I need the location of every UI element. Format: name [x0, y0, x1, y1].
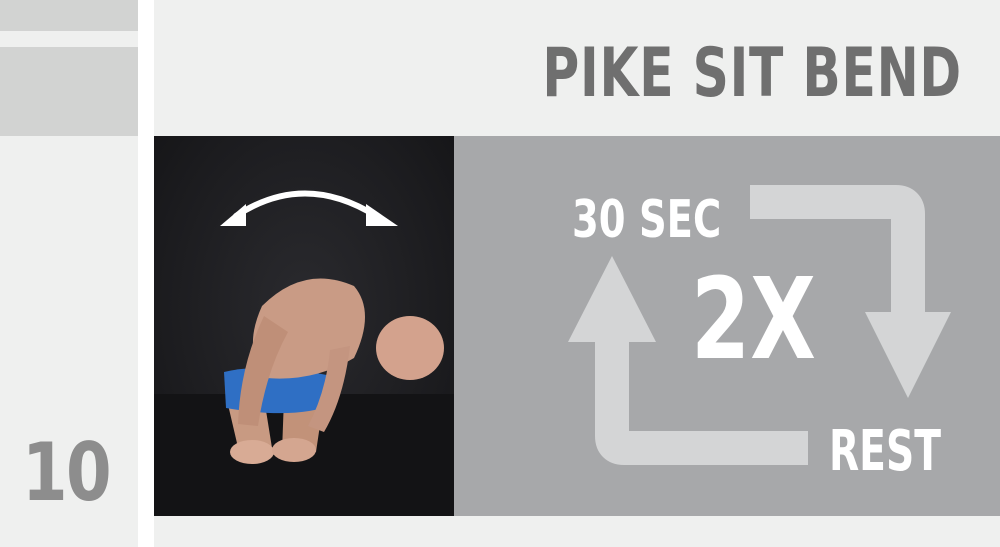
cycle-arrows-icon — [568, 185, 951, 465]
rest-label: REST — [829, 419, 941, 484]
bottom-strip — [154, 516, 1000, 547]
sidebar-block — [0, 47, 138, 136]
exercise-title: PIKE SIT BEND — [542, 34, 962, 113]
rounds-label: 2X — [691, 255, 816, 385]
athlete-figure — [224, 278, 444, 464]
double-headed-arc-arrow-icon — [220, 190, 398, 226]
step-number: 10 — [22, 426, 112, 519]
sidebar-top-bar — [0, 0, 138, 31]
work-time-label: 30 SEC — [572, 190, 722, 250]
exercise-photo — [154, 136, 454, 516]
sidebar: 10 — [0, 0, 138, 547]
header: PIKE SIT BEND — [154, 0, 1000, 136]
reps-panel: 30 SEC 2X REST — [454, 136, 1000, 516]
